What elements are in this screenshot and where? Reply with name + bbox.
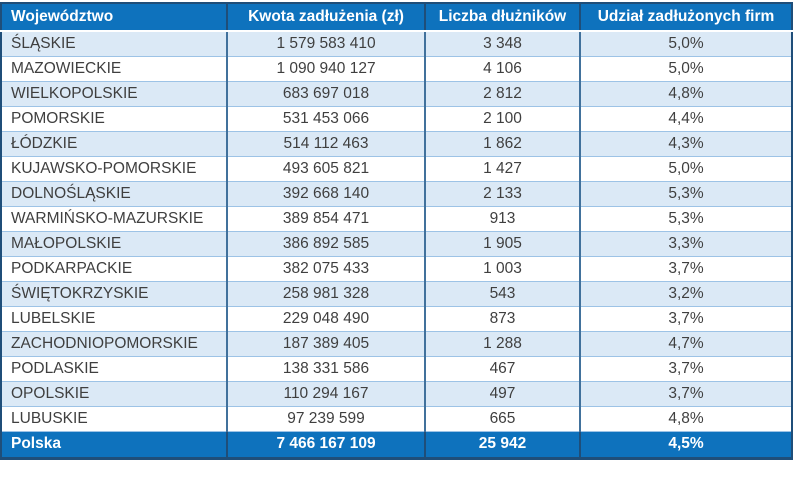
region-cell: ZACHODNIOPOMORSKIE bbox=[1, 331, 228, 357]
debtors-cell: 1 862 bbox=[425, 131, 581, 157]
share-cell: 3,2% bbox=[580, 281, 792, 307]
header-debtor-count: Liczba dłużników bbox=[425, 3, 581, 32]
debt-cell: 110 294 167 bbox=[227, 381, 426, 407]
table-row: POMORSKIE 531 453 066 2 100 4,4% bbox=[1, 106, 792, 132]
debt-cell: 138 331 586 bbox=[227, 356, 426, 382]
table-body: ŚLĄSKIE 1 579 583 410 3 348 5,0% MAZOWIE… bbox=[1, 31, 792, 432]
debtors-cell: 1 288 bbox=[425, 331, 581, 357]
debtors-cell: 2 100 bbox=[425, 106, 581, 132]
table-row: ŚLĄSKIE 1 579 583 410 3 348 5,0% bbox=[1, 31, 792, 57]
table-row: KUJAWSKO-POMORSKIE 493 605 821 1 427 5,0… bbox=[1, 156, 792, 182]
share-cell: 3,7% bbox=[580, 306, 792, 332]
share-cell: 4,3% bbox=[580, 131, 792, 157]
table-row: LUBELSKIE 229 048 490 873 3,7% bbox=[1, 306, 792, 332]
table-row: ŁÓDZKIE 514 112 463 1 862 4,3% bbox=[1, 131, 792, 157]
share-cell: 3,7% bbox=[580, 381, 792, 407]
total-row: Polska 7 466 167 109 25 942 4,5% bbox=[1, 431, 792, 458]
debt-cell: 258 981 328 bbox=[227, 281, 426, 307]
region-cell: ŁÓDZKIE bbox=[1, 131, 228, 157]
region-cell: LUBELSKIE bbox=[1, 306, 228, 332]
debtors-cell: 1 427 bbox=[425, 156, 581, 182]
debt-cell: 97 239 599 bbox=[227, 406, 426, 432]
header-indebted-share: Udział zadłużonych firm bbox=[580, 3, 792, 32]
share-cell: 3,7% bbox=[580, 256, 792, 282]
debtors-cell: 3 348 bbox=[425, 31, 581, 57]
region-cell: LUBUSKIE bbox=[1, 406, 228, 432]
header-row: Województwo Kwota zadłużenia (zł) Liczba… bbox=[1, 3, 792, 32]
debtors-cell: 467 bbox=[425, 356, 581, 382]
region-cell: ŚLĄSKIE bbox=[1, 31, 228, 57]
share-cell: 5,0% bbox=[580, 156, 792, 182]
table-row: LUBUSKIE 97 239 599 665 4,8% bbox=[1, 406, 792, 432]
debt-by-voivodeship-table: Województwo Kwota zadłużenia (zł) Liczba… bbox=[0, 2, 793, 460]
debt-cell: 531 453 066 bbox=[227, 106, 426, 132]
region-cell: OPOLSKIE bbox=[1, 381, 228, 407]
total-share-cell: 4,5% bbox=[580, 431, 792, 458]
region-cell: KUJAWSKO-POMORSKIE bbox=[1, 156, 228, 182]
region-cell: POMORSKIE bbox=[1, 106, 228, 132]
debt-cell: 382 075 433 bbox=[227, 256, 426, 282]
debtors-cell: 1 003 bbox=[425, 256, 581, 282]
region-cell: MAZOWIECKIE bbox=[1, 56, 228, 82]
share-cell: 5,3% bbox=[580, 206, 792, 232]
table-row: WIELKOPOLSKIE 683 697 018 2 812 4,8% bbox=[1, 81, 792, 107]
region-cell: WARMIŃSKO-MAZURSKIE bbox=[1, 206, 228, 232]
region-cell: PODLASKIE bbox=[1, 356, 228, 382]
table-row: WARMIŃSKO-MAZURSKIE 389 854 471 913 5,3% bbox=[1, 206, 792, 232]
share-cell: 5,0% bbox=[580, 31, 792, 57]
total-debtors-cell: 25 942 bbox=[425, 431, 581, 458]
debtors-cell: 665 bbox=[425, 406, 581, 432]
debtors-cell: 497 bbox=[425, 381, 581, 407]
share-cell: 4,8% bbox=[580, 81, 792, 107]
debt-cell: 389 854 471 bbox=[227, 206, 426, 232]
share-cell: 3,7% bbox=[580, 356, 792, 382]
debt-cell: 493 605 821 bbox=[227, 156, 426, 182]
debtors-cell: 913 bbox=[425, 206, 581, 232]
table-row: ŚWIĘTOKRZYSKIE 258 981 328 543 3,2% bbox=[1, 281, 792, 307]
debtors-cell: 2 812 bbox=[425, 81, 581, 107]
region-cell: MAŁOPOLSKIE bbox=[1, 231, 228, 257]
total-debt-cell: 7 466 167 109 bbox=[227, 431, 426, 458]
table-row: MAŁOPOLSKIE 386 892 585 1 905 3,3% bbox=[1, 231, 792, 257]
debtors-cell: 1 905 bbox=[425, 231, 581, 257]
table-row: ZACHODNIOPOMORSKIE 187 389 405 1 288 4,7… bbox=[1, 331, 792, 357]
report-page: Województwo Kwota zadłużenia (zł) Liczba… bbox=[0, 2, 793, 460]
debt-cell: 229 048 490 bbox=[227, 306, 426, 332]
table-row: MAZOWIECKIE 1 090 940 127 4 106 5,0% bbox=[1, 56, 792, 82]
header-region: Województwo bbox=[1, 3, 228, 32]
debtors-cell: 543 bbox=[425, 281, 581, 307]
share-cell: 4,4% bbox=[580, 106, 792, 132]
debt-cell: 1 090 940 127 bbox=[227, 56, 426, 82]
header-debt-amount: Kwota zadłużenia (zł) bbox=[227, 3, 426, 32]
debt-cell: 683 697 018 bbox=[227, 81, 426, 107]
debt-cell: 1 579 583 410 bbox=[227, 31, 426, 57]
share-cell: 4,7% bbox=[580, 331, 792, 357]
region-cell: PODKARPACKIE bbox=[1, 256, 228, 282]
table-header: Województwo Kwota zadłużenia (zł) Liczba… bbox=[1, 3, 792, 32]
debt-cell: 187 389 405 bbox=[227, 331, 426, 357]
table-row: PODKARPACKIE 382 075 433 1 003 3,7% bbox=[1, 256, 792, 282]
share-cell: 5,3% bbox=[580, 181, 792, 207]
share-cell: 4,8% bbox=[580, 406, 792, 432]
share-cell: 5,0% bbox=[580, 56, 792, 82]
region-cell: WIELKOPOLSKIE bbox=[1, 81, 228, 107]
table-row: DOLNOŚLĄSKIE 392 668 140 2 133 5,3% bbox=[1, 181, 792, 207]
table-row: OPOLSKIE 110 294 167 497 3,7% bbox=[1, 381, 792, 407]
debtors-cell: 873 bbox=[425, 306, 581, 332]
debt-cell: 392 668 140 bbox=[227, 181, 426, 207]
table-row: PODLASKIE 138 331 586 467 3,7% bbox=[1, 356, 792, 382]
total-region-cell: Polska bbox=[1, 431, 228, 458]
region-cell: ŚWIĘTOKRZYSKIE bbox=[1, 281, 228, 307]
debtors-cell: 4 106 bbox=[425, 56, 581, 82]
table-footer: Polska 7 466 167 109 25 942 4,5% bbox=[1, 431, 792, 458]
region-cell: DOLNOŚLĄSKIE bbox=[1, 181, 228, 207]
debtors-cell: 2 133 bbox=[425, 181, 581, 207]
debt-cell: 386 892 585 bbox=[227, 231, 426, 257]
share-cell: 3,3% bbox=[580, 231, 792, 257]
debt-cell: 514 112 463 bbox=[227, 131, 426, 157]
